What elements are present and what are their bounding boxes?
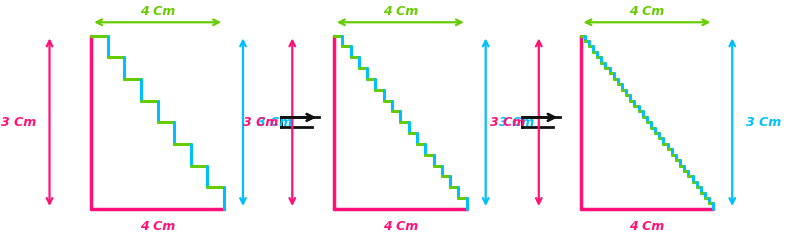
Text: 4 Cm: 4 Cm (382, 5, 418, 18)
Text: 3 Cm: 3 Cm (490, 116, 525, 129)
Text: 3 Cm: 3 Cm (499, 116, 534, 129)
Text: 4 Cm: 4 Cm (382, 220, 418, 233)
Text: 3 Cm: 3 Cm (1, 116, 36, 129)
Text: 4 Cm: 4 Cm (140, 5, 175, 18)
Text: 3 Cm: 3 Cm (243, 116, 278, 129)
Text: 4 Cm: 4 Cm (140, 220, 175, 233)
Text: 3 Cm: 3 Cm (746, 116, 781, 129)
Text: 4 Cm: 4 Cm (630, 5, 665, 18)
Text: 3 Cm: 3 Cm (257, 116, 292, 129)
Text: 4 Cm: 4 Cm (630, 220, 665, 233)
